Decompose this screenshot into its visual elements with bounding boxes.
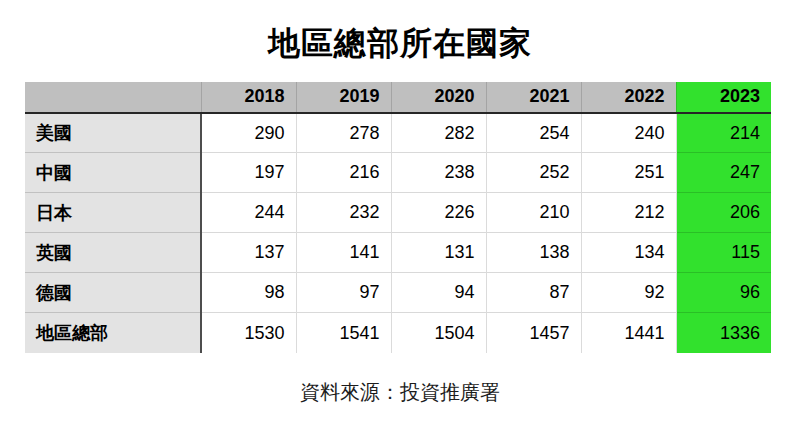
source-note: 資料來源：投資推廣署 bbox=[0, 379, 800, 406]
header-row: 201820192020202120222023 bbox=[25, 82, 771, 113]
table-cell: 226 bbox=[391, 193, 486, 233]
table-cell: 254 bbox=[486, 113, 581, 153]
table-body: 美國290278282254240214中國197216238252251247… bbox=[25, 113, 771, 353]
table-cell: 282 bbox=[391, 113, 486, 153]
table-cell: 131 bbox=[391, 233, 486, 273]
row-label: 德國 bbox=[25, 273, 201, 313]
table-cell: 134 bbox=[581, 233, 676, 273]
page-title: 地區總部所在國家 bbox=[0, 0, 800, 62]
table-row: 地區總部153015411504145714411336 bbox=[25, 313, 771, 353]
table-cell: 238 bbox=[391, 153, 486, 193]
table-cell: 290 bbox=[201, 113, 296, 153]
table-cell: 244 bbox=[201, 193, 296, 233]
table-cell: 87 bbox=[486, 273, 581, 313]
table-row: 日本244232226210212206 bbox=[25, 193, 771, 233]
table-cell: 212 bbox=[581, 193, 676, 233]
table-cell: 251 bbox=[581, 153, 676, 193]
table-cell: 92 bbox=[581, 273, 676, 313]
table-row: 英國137141131138134115 bbox=[25, 233, 771, 273]
table-cell: 137 bbox=[201, 233, 296, 273]
table-cell: 206 bbox=[676, 193, 771, 233]
table-header: 201820192020202120222023 bbox=[25, 82, 771, 113]
table-cell: 1541 bbox=[296, 313, 391, 353]
table-cell: 98 bbox=[201, 273, 296, 313]
table-cell: 96 bbox=[676, 273, 771, 313]
row-label: 美國 bbox=[25, 113, 201, 153]
table-cell: 94 bbox=[391, 273, 486, 313]
table-cell: 252 bbox=[486, 153, 581, 193]
table-cell: 1441 bbox=[581, 313, 676, 353]
column-header-2023: 2023 bbox=[676, 82, 771, 113]
table-corner-cell bbox=[25, 82, 201, 113]
regional-hq-table: 201820192020202120222023 美國2902782822542… bbox=[25, 82, 771, 353]
table-cell: 247 bbox=[676, 153, 771, 193]
column-header-2021: 2021 bbox=[486, 82, 581, 113]
table-cell: 138 bbox=[486, 233, 581, 273]
column-header-2020: 2020 bbox=[391, 82, 486, 113]
column-header-2022: 2022 bbox=[581, 82, 676, 113]
table-cell: 1457 bbox=[486, 313, 581, 353]
row-label: 地區總部 bbox=[25, 313, 201, 353]
row-label: 日本 bbox=[25, 193, 201, 233]
table-cell: 97 bbox=[296, 273, 391, 313]
table-cell: 141 bbox=[296, 233, 391, 273]
row-label: 中國 bbox=[25, 153, 201, 193]
table-cell: 278 bbox=[296, 113, 391, 153]
table-cell: 216 bbox=[296, 153, 391, 193]
table-row: 中國197216238252251247 bbox=[25, 153, 771, 193]
table-cell: 232 bbox=[296, 193, 391, 233]
table-cell: 210 bbox=[486, 193, 581, 233]
table-cell: 1504 bbox=[391, 313, 486, 353]
table-row: 美國290278282254240214 bbox=[25, 113, 771, 153]
row-label: 英國 bbox=[25, 233, 201, 273]
column-header-2019: 2019 bbox=[296, 82, 391, 113]
table-cell: 1530 bbox=[201, 313, 296, 353]
table-cell: 115 bbox=[676, 233, 771, 273]
column-header-2018: 2018 bbox=[201, 82, 296, 113]
table-cell: 1336 bbox=[676, 313, 771, 353]
table-row: 德國989794879296 bbox=[25, 273, 771, 313]
table-cell: 240 bbox=[581, 113, 676, 153]
table-cell: 214 bbox=[676, 113, 771, 153]
page: 地區總部所在國家 201820192020202120222023 美國2902… bbox=[0, 0, 800, 406]
table-cell: 197 bbox=[201, 153, 296, 193]
